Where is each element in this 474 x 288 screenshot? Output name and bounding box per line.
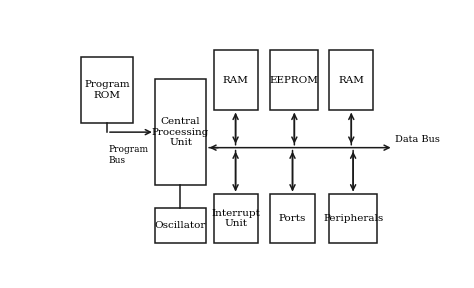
Text: Program
Bus: Program Bus <box>109 145 149 165</box>
Bar <box>329 194 377 243</box>
Bar <box>213 194 258 243</box>
Bar <box>213 50 258 110</box>
Bar <box>271 50 318 110</box>
Text: Interrupt
Unit: Interrupt Unit <box>211 209 260 228</box>
Bar <box>271 194 315 243</box>
Text: Program
ROM: Program ROM <box>84 80 130 100</box>
Bar <box>329 50 374 110</box>
Text: RAM: RAM <box>338 75 364 84</box>
Bar <box>82 57 133 123</box>
Text: Data Bus: Data Bus <box>395 135 440 144</box>
Bar <box>155 208 206 243</box>
Text: Oscillator: Oscillator <box>155 221 206 230</box>
Text: Peripherals: Peripherals <box>323 214 383 223</box>
Bar <box>155 79 206 185</box>
Text: EEPROM: EEPROM <box>270 75 319 84</box>
Text: Central
Processing
Unit: Central Processing Unit <box>152 117 209 147</box>
Text: Ports: Ports <box>279 214 306 223</box>
Text: RAM: RAM <box>223 75 248 84</box>
